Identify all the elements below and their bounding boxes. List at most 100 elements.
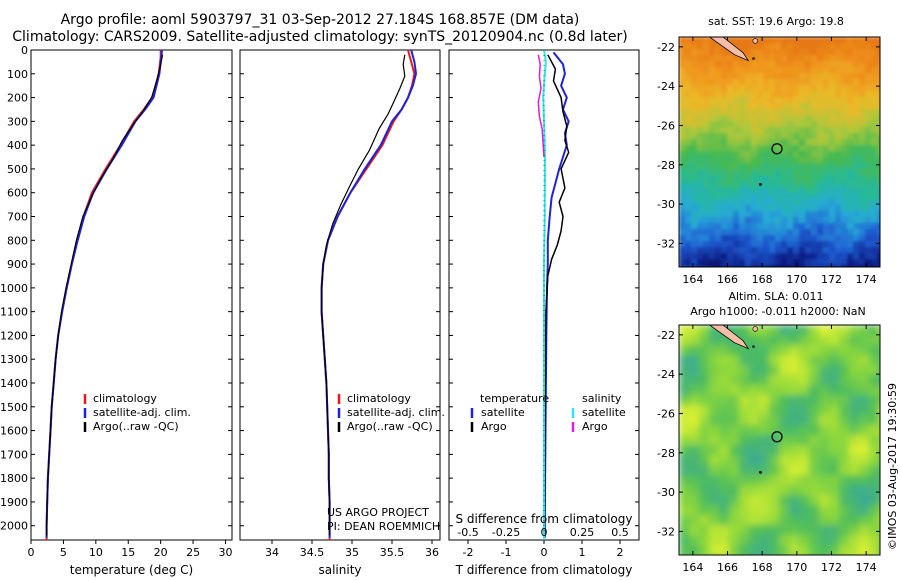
sst-map-cell — [709, 193, 716, 200]
sst-map-cell — [745, 109, 752, 116]
sst-map-cell — [787, 133, 794, 140]
sla-map-cell — [809, 425, 820, 436]
sst-map-cell — [685, 175, 692, 182]
sst-map-cell — [829, 199, 836, 206]
sla-map-cell — [779, 325, 790, 336]
sst-map-cell — [853, 145, 860, 152]
sst-map-cell — [835, 181, 842, 188]
sla-map-cell — [879, 455, 880, 466]
sst-map-cell — [799, 229, 806, 236]
sst-map-cell — [763, 181, 770, 188]
sla-map-cell — [709, 505, 720, 516]
sst-map-cell — [787, 103, 794, 110]
sst-map-cell — [847, 91, 854, 98]
sla-map-cell — [819, 365, 830, 376]
sst-map-cell — [877, 169, 880, 176]
sst-map-cell — [685, 73, 692, 80]
sla-map-cell — [889, 395, 900, 406]
temperature-xtick-label: 30 — [219, 546, 233, 559]
sst-map-cell — [847, 115, 854, 122]
sla-map-cell — [839, 505, 850, 516]
sla-map-cell — [789, 375, 800, 386]
sst-map-cell — [805, 103, 812, 110]
sla-map-cell — [819, 395, 830, 406]
sst-map-cell — [691, 133, 698, 140]
sla-map-cell — [819, 515, 830, 526]
sst-map-cell — [799, 133, 806, 140]
sla-map-cell — [689, 545, 700, 555]
sla-map-cell — [809, 335, 820, 346]
sla-map-cell — [699, 545, 710, 555]
sla-map-cell — [879, 435, 880, 446]
sst-map-cell — [841, 241, 848, 248]
sst-map-cell — [775, 67, 782, 74]
sst-map-cell — [865, 181, 872, 188]
sla-map-cell — [839, 375, 850, 386]
sla-map-cell — [739, 555, 750, 566]
difference-s-tick-label: 0 — [541, 526, 548, 539]
sst-map-cell — [715, 61, 722, 68]
sst-map-cell — [679, 85, 686, 92]
sla-map-cell — [879, 345, 880, 356]
sst-map-cell — [775, 253, 782, 260]
sst-map-cell — [763, 67, 770, 74]
sla-map-cell — [689, 395, 700, 406]
sla-map-cell — [869, 495, 880, 506]
sst-map-cell — [769, 103, 776, 110]
sla-map-cell — [889, 345, 900, 356]
sst-map-cell — [745, 79, 752, 86]
sst-ytick-label: -24 — [657, 80, 675, 93]
sst-map-cell — [787, 127, 794, 134]
sst-map-cell — [685, 265, 692, 267]
sst-map-cell — [745, 91, 752, 98]
sst-map-cell — [751, 181, 758, 188]
sla-map-cell — [729, 345, 740, 356]
sst-map-cell — [835, 163, 842, 170]
sst-map-cell — [745, 187, 752, 194]
sst-map-cell — [727, 109, 734, 116]
sla-map-cell — [699, 535, 710, 546]
sla-map-cell — [689, 375, 700, 386]
sst-map-cell — [685, 67, 692, 74]
sst-map-cell — [685, 169, 692, 176]
sst-map-cell — [709, 103, 716, 110]
sla-map-cell — [749, 475, 760, 486]
sst-xtick-label: 166 — [717, 273, 738, 286]
norfolk-island-marker — [759, 183, 762, 186]
sla-map-cell — [839, 345, 850, 356]
sst-map-cell — [847, 175, 854, 182]
sst-map-cell — [865, 61, 872, 68]
sst-map-cell — [721, 151, 728, 158]
sst-map-cell — [763, 115, 770, 122]
sla-map-cell — [799, 535, 810, 546]
sst-ytick-label: -26 — [657, 119, 675, 132]
sst-map-cell — [829, 175, 836, 182]
sst-map-cell — [835, 61, 842, 68]
sst-map-cell — [841, 55, 848, 62]
sst-map-cell — [853, 85, 860, 92]
sst-map-cell — [805, 67, 812, 74]
sla-map-cell — [769, 385, 780, 396]
sst-map-cell — [841, 133, 848, 140]
sst-map-cell — [841, 175, 848, 182]
sst-map-cell — [775, 121, 782, 128]
sst-map-cell — [781, 181, 788, 188]
sst-map-cell — [871, 109, 878, 116]
sst-map-cell — [835, 145, 842, 152]
sst-map-cell — [721, 55, 728, 62]
sst-map-cell — [775, 97, 782, 104]
sst-map-cell — [835, 247, 842, 254]
sst-map-cell — [775, 103, 782, 110]
sst-map-cell — [841, 169, 848, 176]
sst-map-cell — [691, 235, 698, 242]
sst-map-cell — [703, 145, 710, 152]
sst-map-cell — [745, 229, 752, 236]
sst-map-cell — [805, 169, 812, 176]
sla-map-cell — [769, 415, 780, 426]
sst-map-cell — [775, 217, 782, 224]
sst-map-cell — [703, 103, 710, 110]
sst-map-cell — [775, 43, 782, 50]
sst-ytick-label: -32 — [657, 237, 675, 250]
sst-map-cell — [847, 133, 854, 140]
sst-map-cell — [877, 91, 880, 98]
